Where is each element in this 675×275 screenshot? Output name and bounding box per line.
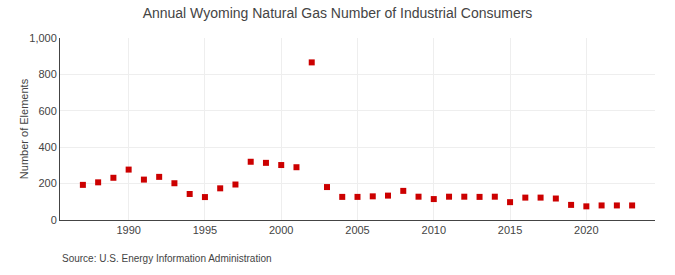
svg-text:2015: 2015 — [498, 224, 522, 236]
svg-text:2020: 2020 — [574, 224, 598, 236]
svg-text:200: 200 — [38, 177, 56, 189]
svg-text:Source: U.S. Energy Informatio: Source: U.S. Energy Information Administ… — [62, 253, 272, 264]
svg-text:2010: 2010 — [422, 224, 446, 236]
svg-text:2000: 2000 — [269, 224, 293, 236]
svg-text:600: 600 — [38, 105, 56, 117]
svg-text:1990: 1990 — [116, 224, 140, 236]
svg-text:Number of Elements: Number of Elements — [18, 78, 30, 179]
svg-text:800: 800 — [38, 68, 56, 80]
svg-text:0: 0 — [51, 214, 57, 226]
svg-text:Annual Wyoming Natural Gas Num: Annual Wyoming Natural Gas Number of Ind… — [143, 5, 533, 21]
svg-text:400: 400 — [38, 141, 56, 153]
svg-text:2005: 2005 — [345, 224, 369, 236]
svg-text:1995: 1995 — [193, 224, 217, 236]
svg-text:1,000: 1,000 — [29, 32, 57, 44]
